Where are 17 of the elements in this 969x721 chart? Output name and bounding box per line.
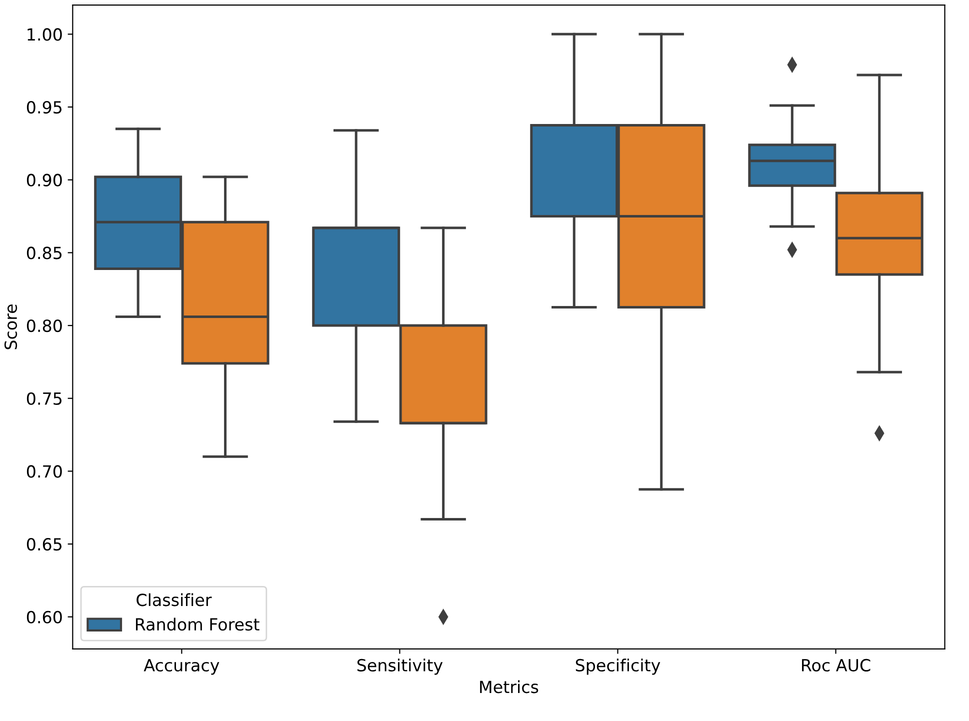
x-tick-label: Sensitivity (357, 658, 443, 675)
y-tick-label: 0.95 (26, 100, 62, 114)
y-axis-title: Score (4, 304, 18, 350)
y-tick-label: 1.00 (28, 28, 62, 41)
x-axis-title: Metrics (480, 680, 538, 694)
x-tick-label: Specificity (576, 658, 660, 675)
y-tick-label: 0.85 (26, 246, 62, 260)
y-tick-label: 0.80 (26, 319, 62, 332)
y-tick-label: 0.60 (26, 610, 62, 624)
legend-label: Random Forest (136, 618, 260, 631)
y-tick-label: 0.90 (26, 174, 62, 186)
y-tick-label: 0.70 (26, 465, 62, 478)
y-tick-label: 0.65 (26, 538, 62, 551)
y-tick-label: 0.75 (26, 392, 62, 405)
x-tick-label: Accuracy (144, 659, 220, 675)
legend-title: Classifier (136, 593, 212, 606)
x-tick-label: Roc AUC (802, 658, 870, 672)
